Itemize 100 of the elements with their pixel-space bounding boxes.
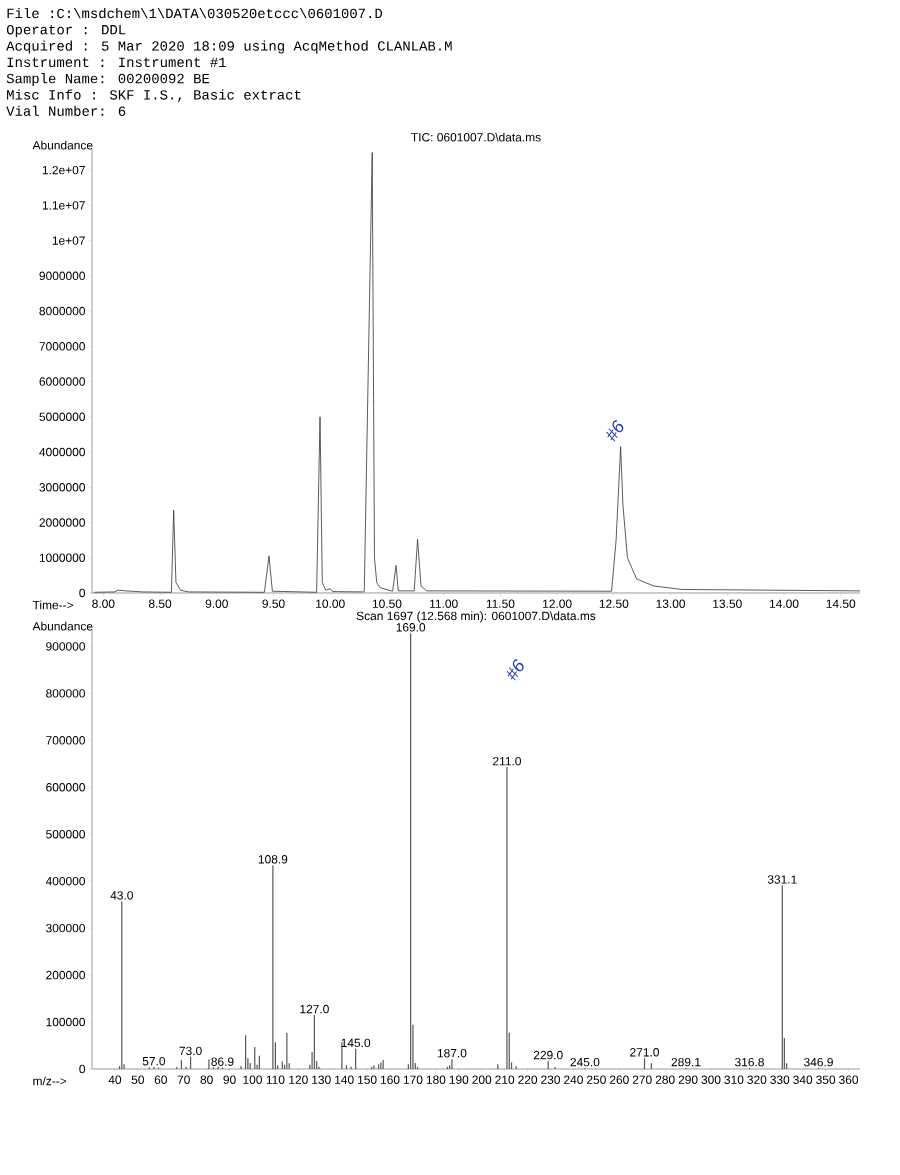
x-tick-label: 90 — [223, 1075, 236, 1084]
text: Sample Name: 00200092 BE — [6, 73, 210, 87]
text: Operator : DDL — [6, 24, 126, 38]
x-tick-label: 190 — [449, 1075, 469, 1084]
annotation: #6 — [606, 420, 624, 442]
y-tick-label: 0 — [79, 588, 86, 598]
x-tick-label: 9.00 — [205, 599, 228, 608]
y-tick-label: 300000 — [46, 923, 86, 933]
x-tick-label: 14.50 — [826, 599, 856, 608]
x-tick-label: 350 — [816, 1075, 836, 1084]
x-tick-label: 300 — [701, 1075, 721, 1084]
x-tick-label: 70 — [177, 1075, 190, 1084]
x-tick-label: 12.00 — [543, 599, 572, 608]
y-axis-title: Abundance — [32, 621, 93, 631]
x-tick-label: 9.50 — [262, 599, 285, 608]
y-tick-label: 7000000 — [39, 342, 86, 351]
x-tick-label: 140 — [335, 1075, 354, 1084]
x-tick-label: 250 — [586, 1075, 606, 1084]
x-tick-label: 180 — [426, 1075, 446, 1084]
y-tick-label: 1000000 — [39, 553, 86, 562]
x-tick-label: 100 — [243, 1075, 262, 1084]
y-tick-label: 400000 — [45, 876, 86, 886]
x-tick-label: 8.50 — [148, 599, 172, 608]
x-tick-label: 50 — [131, 1075, 145, 1084]
y-tick-label: 1.1e+07 — [42, 201, 85, 210]
annotation: 211.0 — [493, 756, 522, 766]
x-tick-label: 230 — [541, 1075, 561, 1084]
x-tick-label: 240 — [564, 1075, 583, 1084]
x-tick-label: 10.50 — [372, 599, 402, 608]
x-tick-label: 8.00 — [92, 599, 115, 608]
annotation: 86.9 — [211, 1057, 234, 1066]
x-tick-label: 320 — [747, 1075, 767, 1084]
y-tick-label: 200000 — [46, 970, 86, 980]
x-tick-label: 120 — [289, 1075, 308, 1084]
y-tick-label: 3000000 — [39, 483, 86, 492]
annotation: 245.0 — [570, 1057, 600, 1067]
x-tick-label: 12.50 — [599, 599, 629, 608]
y-tick-label: 9000000 — [39, 271, 86, 281]
x-tick-label: 80 — [200, 1075, 213, 1084]
annotation: 145.0 — [341, 1038, 371, 1048]
annotation: 346.9 — [804, 1057, 833, 1067]
annotation: #6 — [506, 659, 524, 681]
x-tick-label: 290 — [678, 1075, 698, 1084]
annotation: 73.0 — [179, 1046, 202, 1056]
x-tick-label: 150 — [358, 1075, 377, 1084]
x-tick-label: 200 — [472, 1075, 492, 1084]
x-tick-label: 110 — [266, 1075, 285, 1084]
chart-title: Scan 1697 (12.568 min): 0601007.D\data.ms — [356, 611, 596, 623]
y-tick-label: 1.2e+07 — [42, 165, 85, 175]
x-tick-label: 13.50 — [713, 599, 742, 608]
x-tick-label: 130 — [312, 1075, 331, 1084]
x-tick-label: 280 — [655, 1075, 675, 1084]
x-axis-title: m/z--> — [33, 1076, 67, 1086]
annotation: 57.0 — [142, 1056, 166, 1066]
y-tick-label: 2000000 — [39, 518, 86, 527]
annotation: 108.9 — [258, 855, 288, 864]
y-tick-label: 100000 — [46, 1017, 86, 1027]
x-tick-label: 40 — [108, 1075, 122, 1084]
annotation: 127.0 — [300, 1004, 329, 1014]
y-tick-label: 0 — [79, 1064, 86, 1074]
annotation: 187.0 — [437, 1048, 467, 1058]
line-series — [93, 152, 861, 593]
y-tick-label: 5000000 — [39, 412, 86, 422]
annotation: 271.0 — [630, 1048, 659, 1057]
x-tick-label: 160 — [380, 1075, 400, 1084]
x-tick-label: 340 — [793, 1075, 813, 1084]
x-tick-label: 60 — [154, 1075, 167, 1084]
x-tick-label: 11.50 — [486, 599, 515, 608]
annotation: 169.0 — [396, 623, 426, 632]
x-tick-label: 11.00 — [430, 599, 458, 608]
x-tick-label: 330 — [770, 1075, 790, 1084]
x-axis-title: Time--> — [32, 600, 74, 610]
annotation: 331.1 — [767, 875, 797, 884]
annotation: 316.8 — [735, 1057, 764, 1067]
x-tick-label: 260 — [609, 1075, 629, 1084]
x-tick-label: 10.00 — [316, 599, 345, 608]
y-tick-label: 500000 — [46, 830, 86, 839]
y-tick-label: 600000 — [46, 783, 86, 792]
y-axis-title: Abundance — [32, 140, 93, 150]
y-tick-label: 8000000 — [39, 306, 86, 316]
x-tick-label: 210 — [495, 1075, 515, 1084]
x-tick-label: 14.00 — [769, 599, 799, 608]
annotation: 229.0 — [533, 1050, 563, 1060]
y-tick-label: 700000 — [46, 736, 86, 745]
y-tick-label: 900000 — [46, 642, 86, 651]
y-tick-label: 4000000 — [39, 447, 86, 457]
y-tick-label: 1e+07 — [52, 236, 85, 245]
x-tick-label: 13.00 — [656, 599, 686, 608]
y-tick-label: 800000 — [46, 689, 86, 698]
annotation: 43.0 — [110, 891, 133, 900]
text: Vial Number: 6 — [6, 105, 126, 116]
text: Misc Info : SKF I.S., Basic extract — [7, 89, 301, 102]
x-tick-label: 310 — [724, 1075, 744, 1084]
text: Instrument : Instrument #1 — [7, 57, 226, 68]
x-tick-label: 270 — [632, 1075, 652, 1084]
annotation: 289.1 — [671, 1057, 701, 1067]
y-tick-label: 6000000 — [39, 377, 86, 386]
x-tick-label: 220 — [518, 1075, 538, 1084]
text: Acquired : 5 Mar 2020 18:09 using AcqMethod CLANLAB.M — [6, 40, 452, 54]
x-tick-label: 360 — [839, 1075, 859, 1084]
